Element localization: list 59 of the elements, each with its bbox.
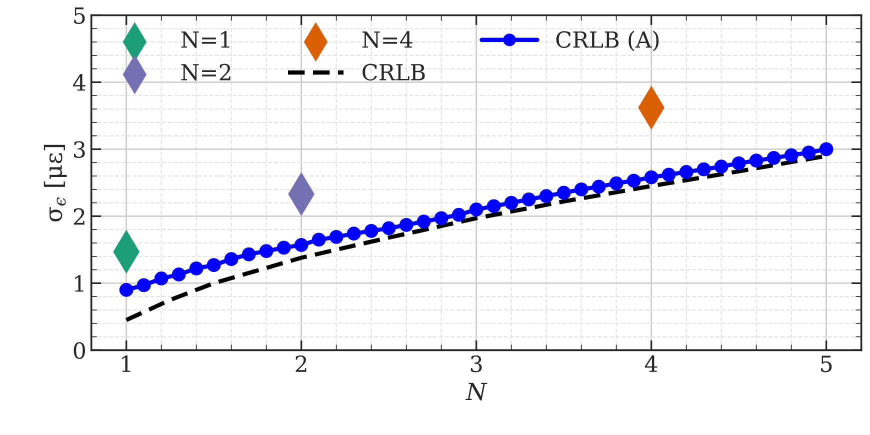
point [136, 278, 151, 292]
x-tick-label: 1 [122, 355, 130, 372]
point [452, 208, 466, 222]
legend-label: N=1 [181, 31, 230, 48]
legend-label: CRLB [362, 64, 425, 81]
point [399, 218, 414, 232]
point [522, 192, 536, 206]
x-axis-title: N [466, 382, 488, 400]
point [504, 196, 518, 210]
point [486, 199, 501, 214]
point [224, 252, 238, 266]
point [172, 268, 186, 282]
point [784, 148, 798, 162]
y-tick-label: 3 [74, 141, 85, 158]
point [714, 160, 728, 174]
y-tick-label: 0 [74, 342, 86, 359]
point [154, 272, 168, 286]
point [732, 156, 746, 170]
point [416, 214, 431, 228]
x-tick-label: 4 [644, 355, 658, 372]
point [312, 232, 326, 247]
point [364, 224, 378, 238]
point [819, 142, 834, 156]
x-tick-label: 2 [296, 355, 306, 372]
point [294, 238, 308, 252]
y-axis-title: σ$_{ϵ}$ [με] [44, 144, 67, 222]
point [434, 211, 448, 226]
x-tick-label: 5 [821, 356, 832, 372]
point [626, 174, 641, 188]
point [696, 162, 711, 176]
point [329, 230, 344, 244]
point [644, 170, 658, 184]
point [679, 165, 694, 179]
point [382, 221, 396, 236]
y-tick-label: 1 [75, 275, 84, 292]
point [539, 189, 554, 204]
point [592, 180, 606, 194]
y-tick-label: 2 [74, 208, 84, 225]
point [346, 226, 361, 241]
x-tick-label: 3 [470, 355, 482, 372]
point [802, 146, 816, 160]
point [119, 282, 134, 297]
legend-label: CRLB (A) [556, 30, 659, 52]
point [574, 182, 588, 196]
point [206, 258, 221, 272]
point [242, 247, 256, 262]
legend-label: N=2 [181, 64, 230, 81]
y-tick-label: 4 [73, 74, 86, 91]
point [276, 240, 291, 255]
point [259, 244, 274, 258]
point [469, 202, 484, 216]
point [609, 176, 624, 190]
point [766, 150, 781, 165]
y-tick-label: 5 [74, 7, 85, 24]
point [189, 262, 204, 276]
point [662, 168, 676, 182]
legend-label: N=4 [362, 31, 412, 48]
point [556, 186, 571, 200]
point [749, 154, 764, 168]
